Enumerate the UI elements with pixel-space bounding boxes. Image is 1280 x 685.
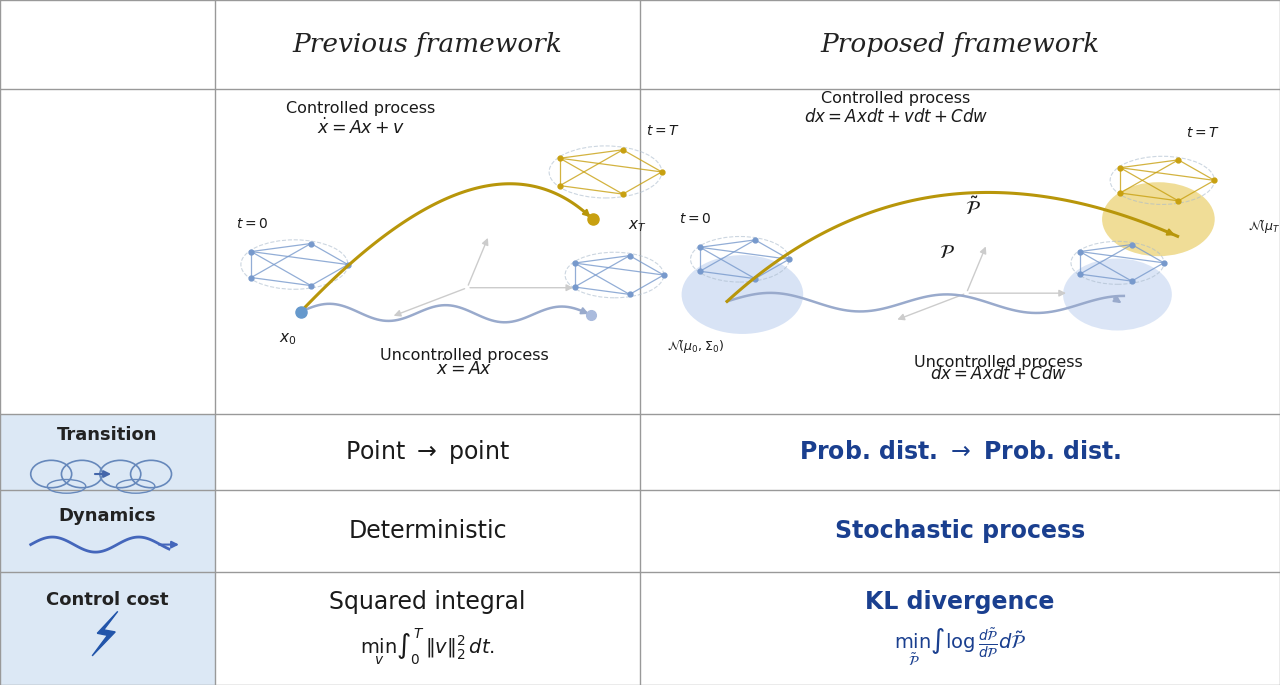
Text: KL divergence: KL divergence	[865, 590, 1055, 614]
Text: $\min_{\tilde{\mathcal{P}}} \int \log \frac{d\tilde{\mathcal{P}}}{d\mathcal{P}} : $\min_{\tilde{\mathcal{P}}} \int \log \f…	[893, 627, 1027, 669]
Text: Control cost: Control cost	[46, 590, 169, 609]
Text: Deterministic: Deterministic	[348, 519, 507, 543]
Text: Point $\rightarrow$ point: Point $\rightarrow$ point	[344, 438, 511, 466]
Text: $\tilde{\mathcal{P}}$: $\tilde{\mathcal{P}}$	[965, 197, 980, 219]
Text: $x_0$: $x_0$	[279, 331, 297, 347]
Text: $t=0$: $t=0$	[678, 212, 712, 226]
Ellipse shape	[1102, 182, 1215, 256]
Text: Stochastic process: Stochastic process	[835, 519, 1085, 543]
Text: Previous framework: Previous framework	[293, 32, 562, 57]
Text: Transition: Transition	[58, 426, 157, 444]
Text: $x_T$: $x_T$	[628, 219, 648, 234]
Bar	[0, 572, 215, 685]
Polygon shape	[92, 611, 118, 656]
Text: $\mathcal{N}(\mu_0, \Sigma_0)$: $\mathcal{N}(\mu_0, \Sigma_0)$	[667, 337, 723, 355]
Text: Uncontrolled process: Uncontrolled process	[914, 355, 1083, 370]
Text: Dynamics: Dynamics	[59, 507, 156, 525]
Text: Proposed framework: Proposed framework	[820, 32, 1100, 57]
Text: Controlled process: Controlled process	[287, 101, 435, 116]
Text: Squared integral: Squared integral	[329, 590, 526, 614]
Text: $\dot{x} = Ax$: $\dot{x} = Ax$	[436, 359, 493, 379]
Text: $t=0$: $t=0$	[236, 217, 269, 231]
Text: $\mathcal{N}(\mu_T, \Sigma_T)$: $\mathcal{N}(\mu_T, \Sigma_T)$	[1248, 217, 1280, 235]
Ellipse shape	[1062, 259, 1172, 330]
Bar	[0, 490, 215, 572]
Text: $t=T$: $t=T$	[1187, 127, 1220, 140]
Text: Uncontrolled process: Uncontrolled process	[380, 348, 549, 363]
Text: $\min_{v} \int_0^T \|v\|_2^2 \, dt.$: $\min_{v} \int_0^T \|v\|_2^2 \, dt.$	[360, 627, 495, 669]
Text: Controlled process: Controlled process	[822, 91, 970, 106]
Text: $dx = Axdt + Cdw$: $dx = Axdt + Cdw$	[929, 365, 1068, 383]
Text: Prob. dist. $\rightarrow$ Prob. dist.: Prob. dist. $\rightarrow$ Prob. dist.	[799, 440, 1121, 464]
Text: $t=T$: $t=T$	[646, 125, 680, 138]
Text: $dx = Axdt + vdt + Cdw$: $dx = Axdt + vdt + Cdw$	[804, 108, 988, 126]
Ellipse shape	[681, 255, 804, 334]
Text: $\dot{x} = Ax + v$: $\dot{x} = Ax + v$	[317, 118, 404, 138]
Text: $\mathcal{P}$: $\mathcal{P}$	[940, 244, 955, 262]
Bar	[0, 414, 215, 490]
